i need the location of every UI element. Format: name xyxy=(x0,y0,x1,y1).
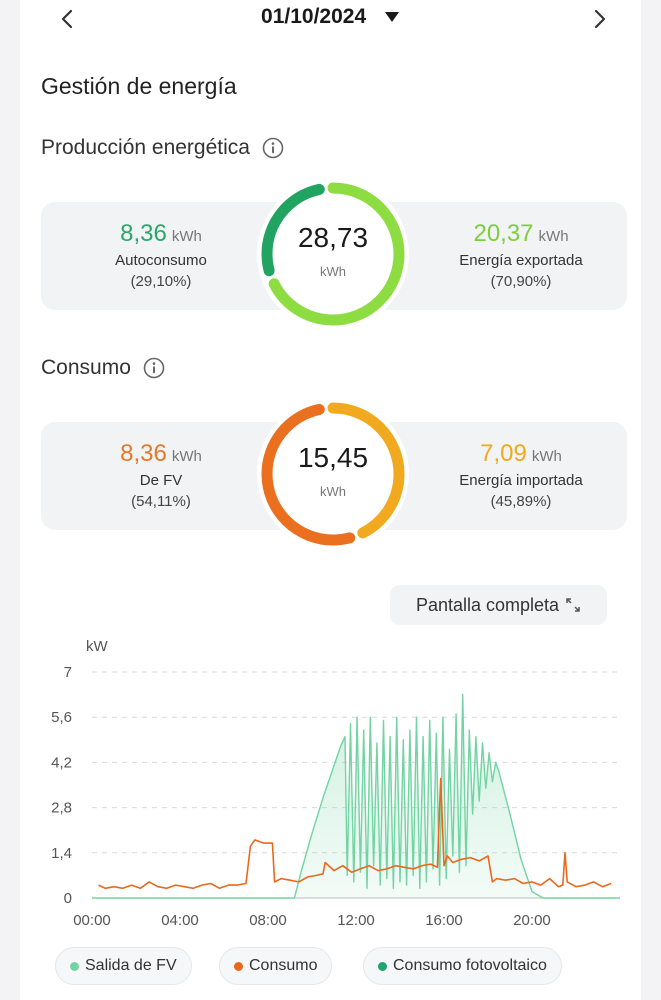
previous-day-button[interactable] xyxy=(52,4,82,34)
production-total-value: 28,73 xyxy=(297,222,369,253)
caret-down-icon xyxy=(384,5,400,29)
energy-management-screen: 01/10/2024 Gestión de energía Producción… xyxy=(20,0,641,1000)
imported-energy-value: 7,09 xyxy=(480,440,527,467)
date-selector[interactable]: 01/10/2024 xyxy=(20,5,641,29)
legend-pv-self-label: Consumo fotovoltaico xyxy=(393,957,547,974)
fullscreen-label: Pantalla completa xyxy=(415,594,560,615)
exported-energy-unit: kWh xyxy=(538,228,569,245)
consumption-ring-segment-primary xyxy=(261,402,405,546)
info-icon[interactable] xyxy=(143,357,165,379)
self-consumption-label: Autoconsumo xyxy=(115,252,207,269)
pv-consumption-unit: kWh xyxy=(171,448,202,465)
imported-energy-block: 7,09 kWh Energía importada (45,89%) xyxy=(421,422,621,510)
self-consumption-percent: (29,10%) xyxy=(130,273,192,290)
production-ring-segment-secondary xyxy=(261,182,405,326)
production-total-unit: kWh xyxy=(320,264,346,279)
consumption-heading: Consumo xyxy=(41,356,165,380)
production-ring-segment-primary xyxy=(261,182,405,326)
y-tick-label: 5,6 xyxy=(51,709,72,726)
series-line-salida-de-fv xyxy=(92,693,620,899)
date-navigation-bar: 01/10/2024 xyxy=(20,0,641,38)
production-ring-background xyxy=(257,178,409,330)
x-tick-label: 00:00 xyxy=(73,912,111,929)
legend-pv-output[interactable]: Salida de FV xyxy=(55,947,192,985)
consumption-ring-chart xyxy=(257,398,409,550)
x-tick-label: 04:00 xyxy=(161,912,199,929)
y-axis-label: kW xyxy=(86,638,109,655)
pv-consumption-label: De FV xyxy=(139,472,183,489)
date-label: 01/10/2024 xyxy=(261,5,367,28)
production-heading: Producción energética xyxy=(41,136,284,160)
production-ring-chart xyxy=(257,178,409,330)
chevron-left-icon xyxy=(61,9,73,29)
x-tick-label: 16:00 xyxy=(425,912,463,929)
production-heading-label: Producción energética xyxy=(41,136,250,159)
consumption-total-value: 15,45 xyxy=(297,442,369,473)
legend-consumption[interactable]: Consumo xyxy=(219,947,333,985)
self-consumption-value: 8,36 xyxy=(120,220,167,247)
y-tick-label: 4,2 xyxy=(51,754,72,771)
page-title: Gestión de energía xyxy=(41,73,237,99)
legend-consumption-label: Consumo xyxy=(249,957,318,974)
exported-energy-percent: (70,90%) xyxy=(490,273,552,290)
exported-energy-block: 20,37 kWh Energía exportada (70,90%) xyxy=(421,202,621,290)
x-tick-label: 08:00 xyxy=(249,912,287,929)
imported-energy-unit: kWh xyxy=(531,448,562,465)
y-tick-label: 7 xyxy=(64,664,72,681)
consumption-ring-segment-secondary xyxy=(261,402,405,546)
imported-energy-percent: (45,89%) xyxy=(490,493,552,510)
legend-dot xyxy=(378,961,387,971)
self-consumption-block: 8,36 kWh Autoconsumo (29,10%) xyxy=(61,202,261,290)
exported-energy-value: 20,37 xyxy=(473,220,534,247)
consumption-heading-label: Consumo xyxy=(41,356,131,379)
legend-dot xyxy=(70,961,79,971)
y-tick-label: 1,4 xyxy=(51,845,72,862)
fullscreen-button[interactable]: Pantalla completa xyxy=(390,585,607,625)
imported-energy-label: Energía importada xyxy=(459,472,583,489)
production-ring: 28,73 kWh xyxy=(253,174,413,334)
chevron-right-icon xyxy=(594,9,606,29)
power-line-chart[interactable]: kW 0 1,4 2,8 4,2 5,6 7 00:00 04:00 08:00 12:00 16:0… xyxy=(20,630,641,935)
legend-dot xyxy=(234,961,243,971)
consumption-ring: 15,45 kWh xyxy=(253,394,413,554)
exported-energy-label: Energía exportada xyxy=(459,252,583,269)
next-day-button[interactable] xyxy=(585,4,615,34)
consumption-total-unit: kWh xyxy=(320,484,346,499)
series-line-consumo xyxy=(98,777,612,890)
consumption-ring-background xyxy=(257,398,409,550)
info-icon[interactable] xyxy=(262,137,284,159)
pv-consumption-value: 8,36 xyxy=(120,440,167,467)
y-tick-label: 2,8 xyxy=(51,800,72,817)
pv-consumption-percent: (54,11%) xyxy=(131,493,191,510)
x-tick-label: 12:00 xyxy=(337,912,375,929)
pv-consumption-block: 8,36 kWh De FV (54,11%) xyxy=(61,422,261,510)
expand-icon xyxy=(566,598,580,612)
y-tick-label: 0 xyxy=(64,890,72,907)
legend-pv-output-label: Salida de FV xyxy=(85,957,177,974)
x-tick-label: 20:00 xyxy=(513,912,551,929)
self-consumption-unit: kWh xyxy=(171,228,202,245)
legend-pv-self-consumption[interactable]: Consumo fotovoltaico xyxy=(363,947,562,985)
